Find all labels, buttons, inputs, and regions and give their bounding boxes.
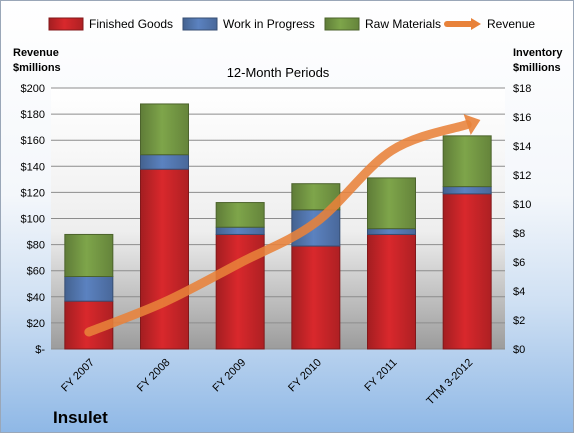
bar-work-in-progress (442, 186, 492, 195)
bar-work-in-progress (64, 276, 114, 302)
legend-swatch (182, 17, 218, 31)
right-tick-label: $8 (513, 228, 525, 240)
right-tick-label: $10 (513, 199, 531, 211)
revenue-arrowhead (463, 114, 481, 135)
right-tick-label: $6 (513, 257, 525, 269)
right-tick-label: $18 (513, 83, 531, 95)
legend-swatch (48, 17, 84, 31)
category-label: FY 2011 (362, 357, 399, 394)
bar-work-in-progress (140, 154, 189, 170)
bar-finished-goods (442, 193, 492, 350)
category-label: FY 2008 (135, 357, 173, 395)
right-tick-label: $4 (513, 286, 525, 298)
right-tick-label: $16 (513, 112, 531, 124)
left-tick-label: $100 (21, 214, 45, 226)
bar-raw-materials (215, 202, 265, 228)
bar-work-in-progress (215, 226, 265, 235)
bar-raw-materials (442, 135, 492, 188)
legend-arrowhead (471, 18, 481, 30)
left-tick-label: $200 (21, 83, 45, 95)
left-tick-label: $180 (21, 109, 45, 121)
left-tick-label: $20 (27, 318, 45, 330)
chart-title: 12-Month Periods (227, 65, 330, 80)
right-tick-label: $2 (513, 315, 525, 327)
left-tick-label: $160 (21, 135, 45, 147)
legend-label: Revenue (487, 17, 535, 31)
bar-raw-materials (140, 103, 189, 156)
left-axis-title: $millions (13, 62, 61, 74)
left-tick-label: $120 (21, 187, 45, 199)
revenue-line (84, 120, 472, 337)
right-tick-label: $12 (513, 170, 531, 182)
category-label: FY 2007 (59, 357, 97, 395)
left-axis-title: Revenue (13, 47, 59, 59)
bar-raw-materials (367, 177, 416, 230)
left-tick-label: $60 (27, 266, 45, 278)
legend-label: Raw Materials (365, 17, 441, 31)
category-label: FY 2009 (211, 357, 249, 395)
right-axis-title: Inventory (513, 47, 563, 59)
bar-finished-goods (367, 233, 416, 350)
bar-raw-materials (64, 233, 114, 277)
category-label: TTM 3-2012 (424, 357, 475, 408)
bar-finished-goods (140, 168, 189, 350)
left-tick-label: $80 (27, 240, 45, 252)
legend-swatch (324, 17, 360, 31)
left-tick-label: $140 (21, 161, 45, 173)
legend-label: Work in Progress (223, 17, 315, 31)
right-tick-label: $14 (513, 141, 531, 153)
company-name: Insulet (53, 408, 108, 427)
left-tick-label: $40 (27, 292, 45, 304)
right-axis-title: $millions (513, 62, 561, 74)
bar-work-in-progress (367, 228, 416, 235)
category-label: FY 2010 (286, 357, 324, 395)
left-tick-label: $- (35, 344, 45, 356)
legend-label: Finished Goods (89, 17, 173, 31)
right-tick-label: $0 (513, 344, 525, 356)
bar-finished-goods (291, 245, 341, 350)
